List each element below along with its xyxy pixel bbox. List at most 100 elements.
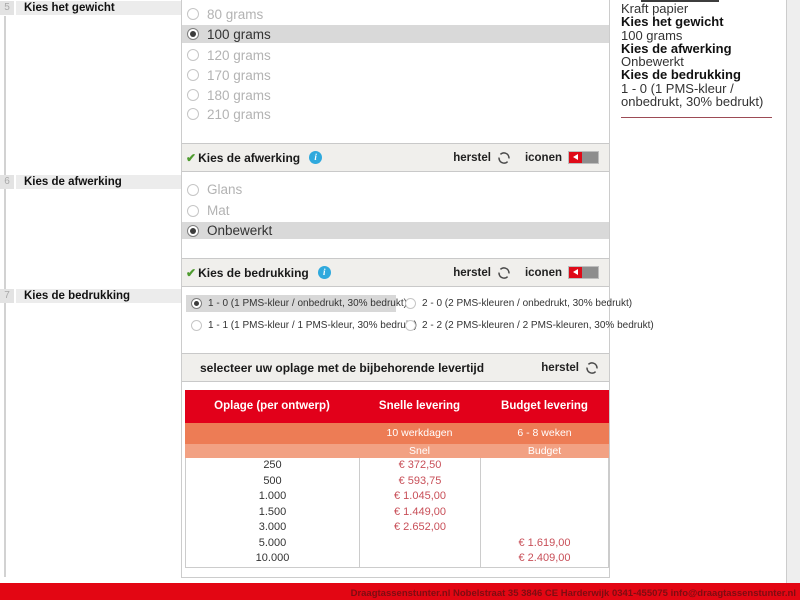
step-label: Kies de bedrukking	[16, 289, 181, 303]
bedrukking-option-2-2[interactable]: 2 - 2 (2 PMS-kleuren / 2 PMS-kleuren, 30…	[400, 317, 654, 334]
weight-option-210[interactable]: 210 grams	[182, 105, 609, 123]
herstel-button[interactable]: herstel	[541, 361, 599, 375]
summary-heading: Kies de bedrukking	[621, 67, 741, 83]
iconen-toggle-switch[interactable]	[568, 266, 599, 279]
step-number-badge: 5	[0, 1, 14, 15]
radio-icon[interactable]	[187, 204, 199, 217]
radio-icon[interactable]	[187, 89, 199, 101]
column-header-budget-levering: Budget levering	[480, 390, 609, 423]
snel-price-cell[interactable]: € 593,75	[359, 473, 480, 489]
summary-heading: Kies het gewicht	[621, 14, 724, 30]
budget-price-cell[interactable]	[480, 504, 609, 520]
table-row: 10.000 € 2.409,00	[185, 551, 609, 568]
radio-icon[interactable]	[187, 69, 199, 81]
table-row: 5.000 € 1.619,00	[185, 535, 609, 551]
budget-price-cell[interactable]	[480, 520, 609, 536]
option-label: 210 grams	[207, 106, 271, 122]
toggle-arrow-icon	[569, 152, 582, 163]
budget-price-cell[interactable]	[480, 489, 609, 505]
snel-price-cell[interactable]: € 2.652,00	[359, 520, 480, 536]
afwerking-option-onbewerkt[interactable]: Onbewerkt	[182, 222, 609, 239]
section-title: Kies de bedrukking	[198, 265, 309, 280]
info-icon[interactable]: i	[317, 266, 331, 279]
iconen-label: iconen	[524, 266, 562, 279]
step-label: Kies het gewicht	[16, 1, 181, 15]
summary-value: Kraft papier	[621, 1, 689, 16]
snel-price-cell[interactable]: € 1.449,00	[359, 504, 480, 520]
iconen-toggle-group[interactable]: iconen	[525, 266, 599, 279]
snel-price-cell[interactable]: € 1.045,00	[359, 489, 480, 505]
configurator-panel: 80 grams 100 grams 120 grams 170 grams 1…	[181, 0, 654, 578]
table-row: 1.500 € 1.449,00	[185, 504, 609, 520]
afwerking-option-glans[interactable]: Glans	[182, 181, 609, 198]
budget-price-cell[interactable]: € 1.619,00	[480, 535, 609, 551]
speed-label-row: Snel Budget	[185, 444, 609, 458]
info-icon[interactable]: i	[309, 151, 323, 164]
radio-checked-icon[interactable]	[191, 298, 202, 309]
oplage-cell: 10.000	[185, 551, 359, 568]
oplage-cell: 5.000	[185, 535, 359, 551]
section-header-oplage: selecteer uw oplage met de bijbehorende …	[182, 353, 609, 382]
option-label: Mat	[207, 203, 230, 218]
table-row: 250 € 372,50	[185, 458, 609, 474]
budget-price-cell[interactable]	[480, 458, 609, 474]
price-table-header-row: Oplage (per ontwerp) Snelle levering Bud…	[185, 390, 609, 423]
snel-price-cell[interactable]	[359, 535, 480, 551]
step-number-badge: 7	[0, 289, 14, 303]
weight-option-180[interactable]: 180 grams	[182, 86, 609, 104]
option-label: 100 grams	[207, 26, 271, 42]
radio-icon[interactable]	[187, 8, 199, 20]
oplage-cell: 3.000	[185, 520, 359, 536]
weight-option-100[interactable]: 100 grams	[182, 25, 609, 43]
budget-price-cell[interactable]: € 2.409,00	[480, 551, 609, 568]
radio-icon[interactable]	[187, 108, 199, 120]
snel-price-cell[interactable]	[359, 551, 480, 568]
weight-option-120[interactable]: 120 grams	[182, 46, 609, 64]
table-row: 1.000 € 1.045,00	[185, 489, 609, 505]
snel-price-cell[interactable]: € 372,50	[359, 458, 480, 474]
oplage-title: selecteer uw oplage met de bijbehorende …	[200, 360, 485, 375]
speed-cell	[185, 444, 359, 458]
iconen-toggle-group[interactable]: iconen	[525, 151, 599, 164]
bedrukking-option-1-0[interactable]: 1 - 0 (1 PMS-kleur / onbedrukt, 30% bedr…	[186, 295, 407, 312]
budget-price-cell[interactable]	[480, 473, 609, 489]
refresh-icon	[497, 151, 511, 165]
table-row: 3.000 € 2.652,00	[185, 520, 609, 536]
section-header-afwerking: ✔ Kies de afwerking i herstel	[182, 143, 609, 172]
radio-icon[interactable]	[187, 183, 199, 196]
column-header-snelle-levering: Snelle levering	[359, 390, 480, 423]
toggle-arrow-icon	[569, 267, 582, 278]
sidebar-step-afwerking[interactable]: 6 Kies de afwerking	[0, 175, 181, 189]
sidebar-step-gewicht[interactable]: 5 Kies het gewicht	[0, 1, 181, 15]
summary-value: Onbewerkt	[621, 54, 684, 70]
radio-icon[interactable]	[187, 49, 199, 61]
oplage-cell: 1.500	[185, 504, 359, 520]
herstel-button[interactable]: herstel	[453, 266, 511, 280]
section-header-bedrukking: ✔ Kies de bedrukking i herstel	[182, 258, 609, 287]
radio-icon[interactable]	[191, 320, 202, 331]
option-label: Onbewerkt	[207, 223, 273, 238]
table-row: 500 € 593,75	[185, 473, 609, 489]
bedrukking-option-2-0[interactable]: 2 - 0 (2 PMS-kleuren / onbedrukt, 30% be…	[400, 295, 632, 312]
radio-icon[interactable]	[405, 298, 416, 309]
radio-checked-icon[interactable]	[187, 28, 199, 40]
iconen-toggle-switch[interactable]	[568, 151, 599, 164]
herstel-button[interactable]: herstel	[453, 151, 511, 165]
delivery-time-row: 10 werkdagen 6 - 8 weken	[185, 423, 609, 444]
afwerking-option-mat[interactable]: Mat	[182, 202, 609, 219]
section-title: Kies de afwerking	[198, 150, 301, 165]
check-icon: ✔	[186, 150, 197, 165]
sidebar-step-bedrukking[interactable]: 7 Kies de bedrukking	[0, 289, 181, 303]
radio-checked-icon[interactable]	[187, 224, 199, 237]
weight-option-170[interactable]: 170 grams	[182, 66, 609, 84]
weight-option-80[interactable]: 80 grams	[182, 5, 609, 23]
delivery-cell	[185, 423, 359, 444]
selection-summary: Kraft papier Kies het gewicht 100 grams …	[621, 2, 781, 108]
option-label: 120 grams	[207, 47, 271, 63]
radio-icon[interactable]	[405, 320, 416, 331]
summary-value: 100 grams	[621, 27, 683, 43]
bedrukking-option-1-1[interactable]: 1 - 1 (1 PMS-kleur / 1 PMS-kleur, 30% be…	[186, 317, 417, 334]
step-number-badge: 6	[0, 175, 14, 189]
price-table: Oplage (per ontwerp) Snelle levering Bud…	[185, 390, 609, 568]
option-label: Glans	[207, 182, 243, 197]
